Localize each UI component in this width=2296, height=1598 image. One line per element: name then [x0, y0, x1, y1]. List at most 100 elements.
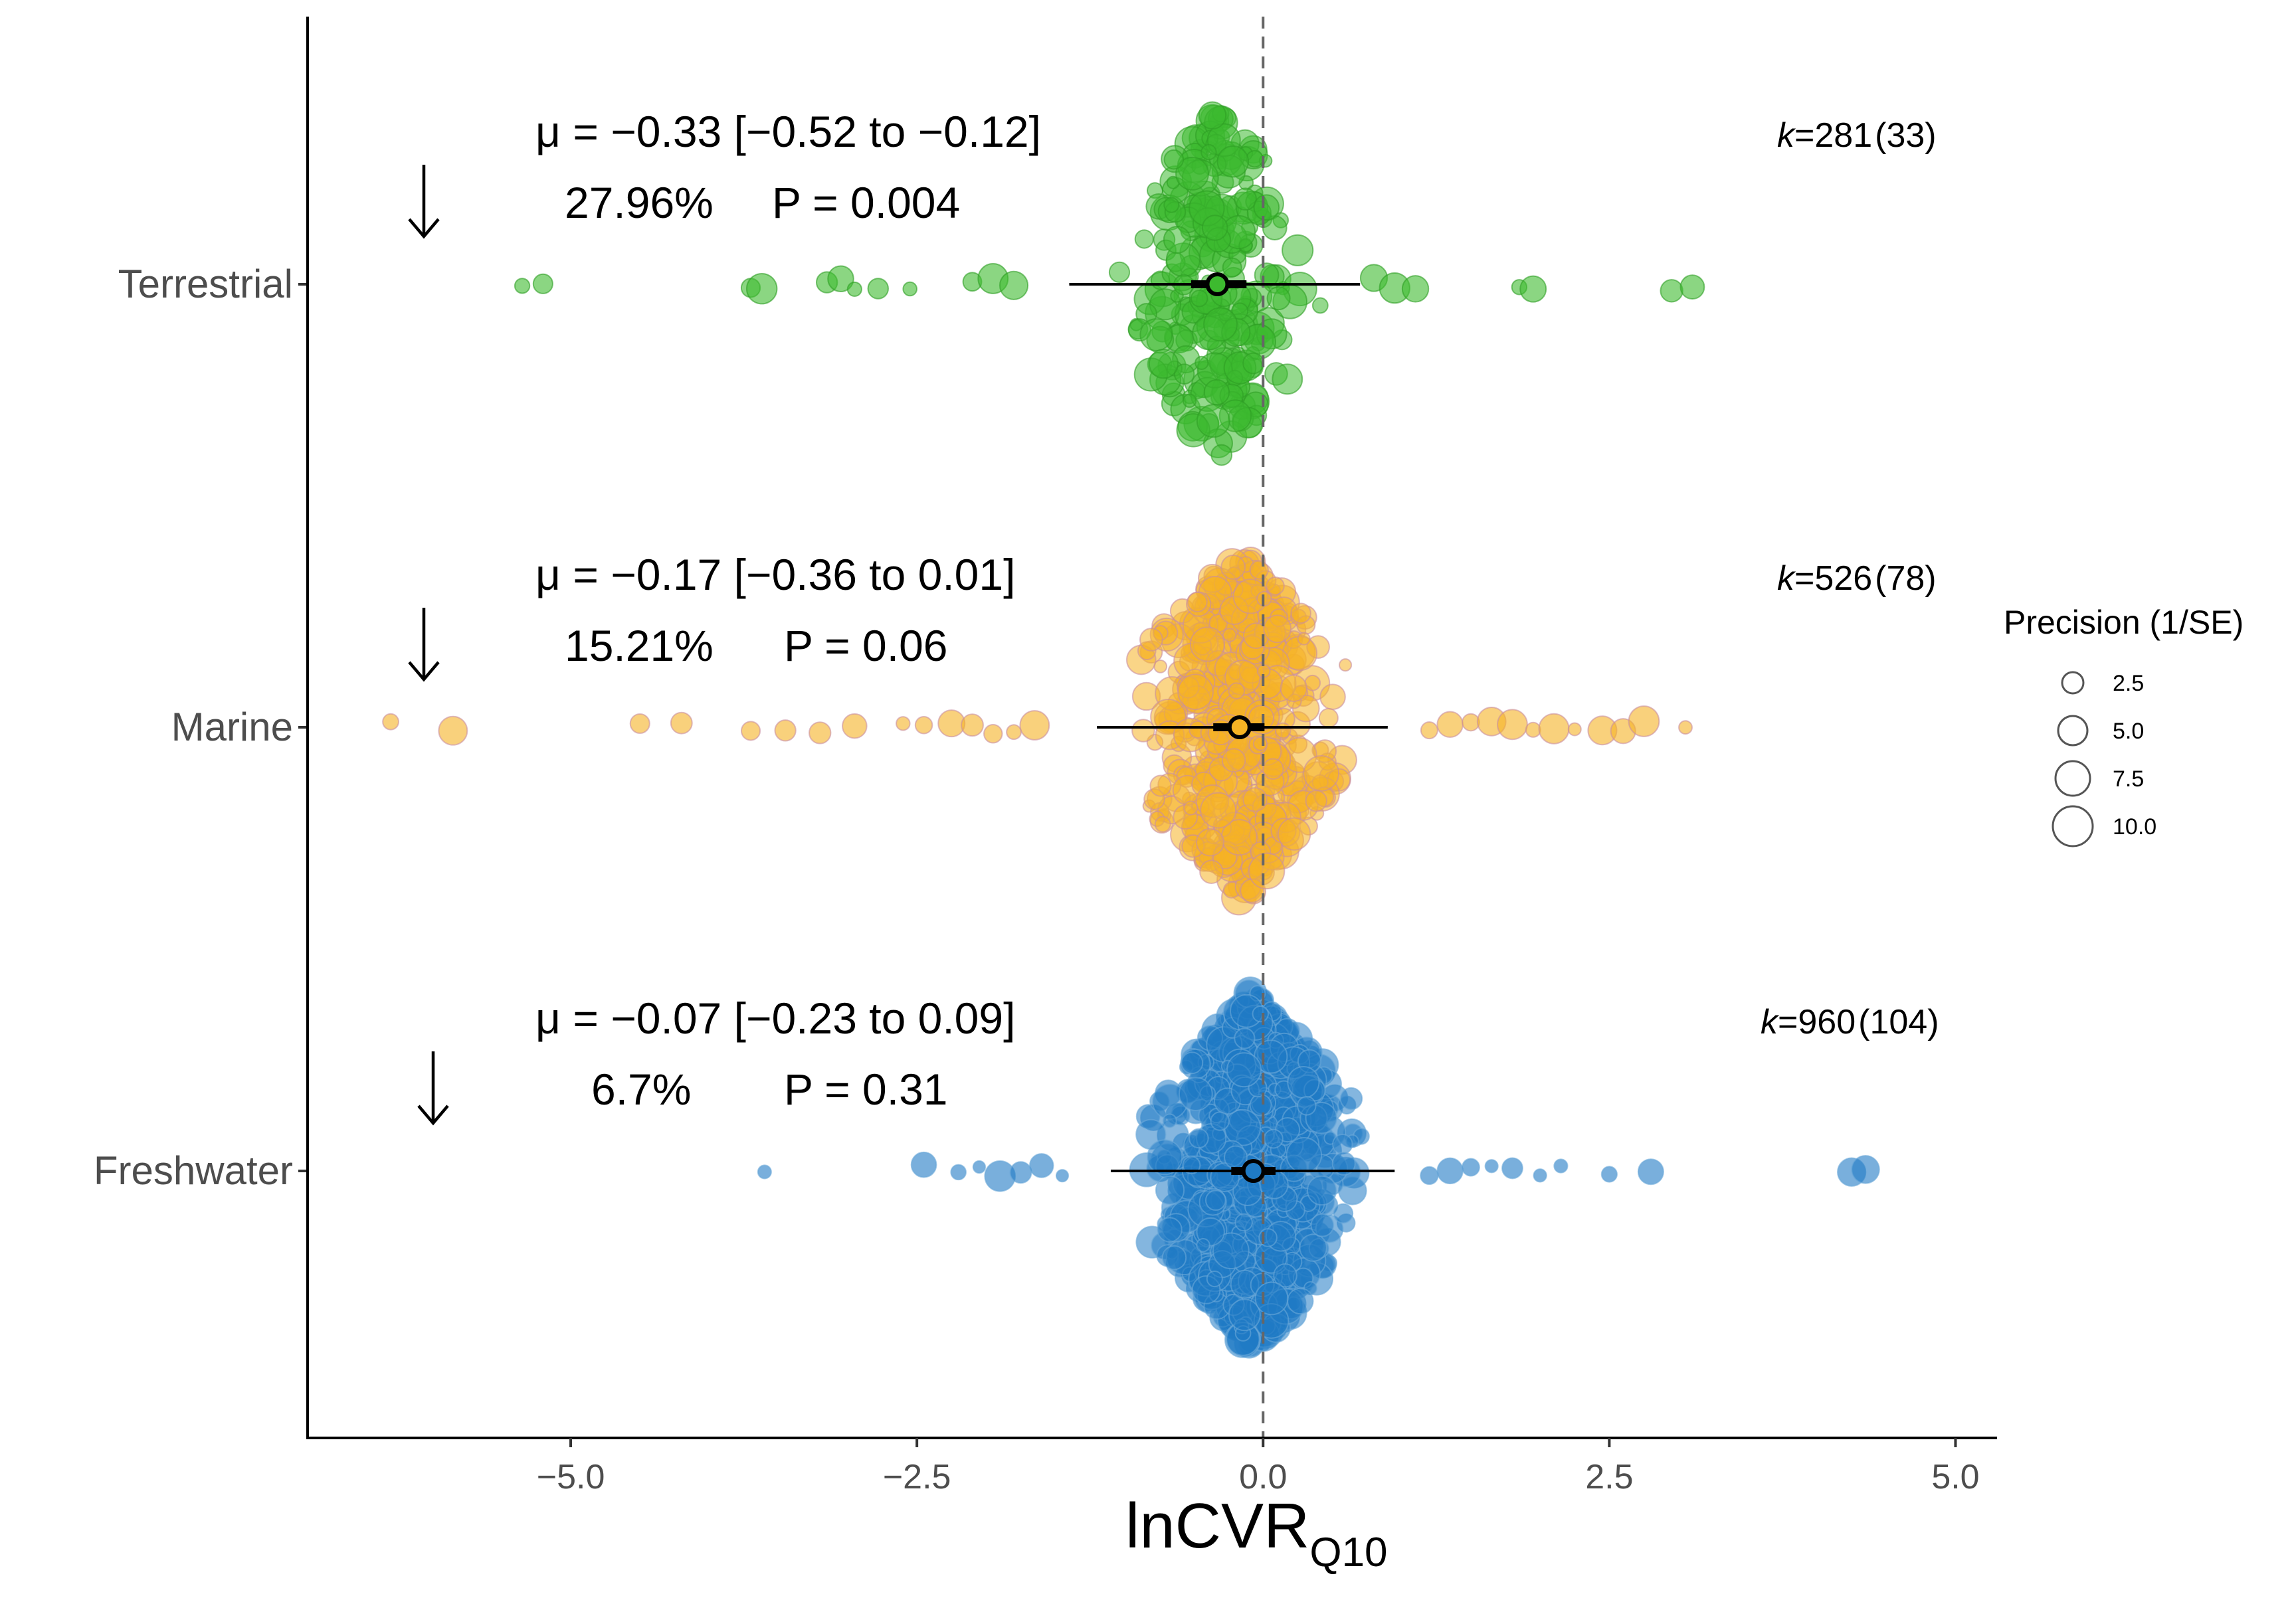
- data-point: [914, 715, 933, 735]
- data-point: [1248, 852, 1286, 890]
- data-point: [1178, 1077, 1213, 1112]
- data-point: [983, 724, 1003, 744]
- data-point: [846, 281, 862, 298]
- data-point: [1234, 1027, 1256, 1049]
- heterogeneity-label-terrestrial: 27.96%: [565, 178, 714, 227]
- data-point: [757, 1164, 772, 1180]
- data-point: [1139, 318, 1173, 351]
- data-point: [1436, 711, 1464, 738]
- data-point: [774, 719, 797, 742]
- data-point: [1187, 591, 1208, 612]
- data-point: [1525, 721, 1541, 738]
- data-point: [1157, 1217, 1183, 1243]
- data-point: [1055, 1169, 1070, 1183]
- data-point: [1196, 1237, 1210, 1253]
- data-point: [1679, 274, 1705, 300]
- legend-key-circle: [2061, 671, 2085, 695]
- axes-layer: Terrestrial Marine Freshwater −5.0 −2.5 0.0 2.…: [94, 17, 1997, 1575]
- data-point: [972, 1160, 987, 1174]
- data-point: [1303, 755, 1340, 792]
- data-point: [1200, 143, 1217, 161]
- data-point: [1189, 626, 1226, 662]
- data-point: [1401, 275, 1430, 303]
- p-value-label-freshwater: P = 0.31: [784, 1065, 948, 1114]
- data-point: [740, 721, 761, 741]
- data-point: [532, 273, 553, 294]
- data-point: [670, 711, 693, 735]
- legend-key-label: 5.0: [2113, 719, 2144, 744]
- data-point: [1501, 1157, 1523, 1180]
- data-point: [809, 721, 832, 745]
- data-point: [1263, 614, 1292, 644]
- data-point: [1266, 577, 1285, 596]
- legend: Precision (1/SE) 2.5 5.0 7.5 10.0: [2004, 604, 2244, 847]
- data-points-layer: [382, 101, 1880, 1359]
- data-point: [1199, 859, 1224, 885]
- group-points-terrestrial: [514, 101, 1705, 466]
- data-point: [1266, 286, 1291, 311]
- data-point: [1280, 674, 1308, 702]
- category-label-freshwater: Freshwater: [94, 1148, 293, 1193]
- legend-key-circle: [2052, 805, 2094, 847]
- data-point: [1228, 1298, 1261, 1332]
- data-point: [1163, 149, 1185, 170]
- data-point: [1161, 1245, 1187, 1271]
- data-point: [1420, 721, 1438, 740]
- data-point: [1212, 1232, 1250, 1270]
- data-point: [1203, 307, 1238, 342]
- down-arrow-icon: [417, 1051, 449, 1126]
- legend-key-label: 7.5: [2113, 766, 2144, 792]
- data-point: [1286, 1136, 1323, 1174]
- data-point: [1154, 816, 1171, 833]
- data-point: [1196, 404, 1230, 438]
- data-point: [1461, 1158, 1480, 1177]
- legend-title: Precision (1/SE): [2004, 604, 2244, 641]
- data-point: [1183, 800, 1198, 816]
- data-point: [1028, 1153, 1054, 1178]
- data-point: [629, 713, 650, 734]
- data-point: [1254, 1281, 1289, 1316]
- group-points-freshwater: [757, 976, 1880, 1359]
- data-point: [1148, 349, 1179, 379]
- data-point: [1149, 774, 1172, 797]
- data-point: [1319, 683, 1346, 711]
- sample-size-label-freshwater: k=960(104): [1761, 1003, 1939, 1041]
- data-point: [999, 270, 1029, 300]
- data-point: [1226, 1052, 1262, 1088]
- arrow-head: [408, 218, 440, 239]
- data-point: [1220, 555, 1246, 580]
- data-point: [1200, 792, 1237, 829]
- data-point: [1196, 828, 1224, 857]
- data-point: [1203, 379, 1230, 406]
- x-tick-label: 2.5: [1585, 1458, 1633, 1496]
- data-point: [1246, 149, 1264, 168]
- mean-estimate-marine: [1227, 715, 1252, 739]
- data-point: [1234, 187, 1257, 211]
- data-point: [1333, 1203, 1354, 1224]
- data-point: [1205, 1190, 1226, 1211]
- data-point: [1134, 229, 1154, 249]
- data-point: [1163, 226, 1191, 254]
- data-point: [896, 716, 911, 731]
- data-point: [1306, 1175, 1337, 1206]
- data-point: [1287, 1065, 1320, 1099]
- data-point: [745, 272, 778, 305]
- data-point: [1009, 1161, 1032, 1184]
- data-point: [1162, 1113, 1177, 1128]
- legend-key-label: 10.0: [2113, 814, 2156, 840]
- data-point: [950, 1164, 967, 1181]
- mean-ci-label-freshwater: μ = −0.07 [−0.23 to 0.09]: [535, 994, 1015, 1043]
- data-point: [382, 713, 399, 731]
- p-value-label-marine: P = 0.06: [784, 621, 948, 670]
- data-point: [1497, 709, 1528, 741]
- data-point: [842, 713, 868, 739]
- data-point: [1310, 1213, 1335, 1237]
- data-point: [1228, 682, 1246, 699]
- heterogeneity-label-marine: 15.21%: [565, 621, 714, 670]
- data-point: [1311, 297, 1329, 314]
- data-point: [1533, 1168, 1547, 1183]
- data-point: [827, 265, 854, 293]
- data-point: [1249, 1093, 1272, 1116]
- data-point: [1297, 632, 1311, 646]
- data-point: [1273, 1263, 1297, 1288]
